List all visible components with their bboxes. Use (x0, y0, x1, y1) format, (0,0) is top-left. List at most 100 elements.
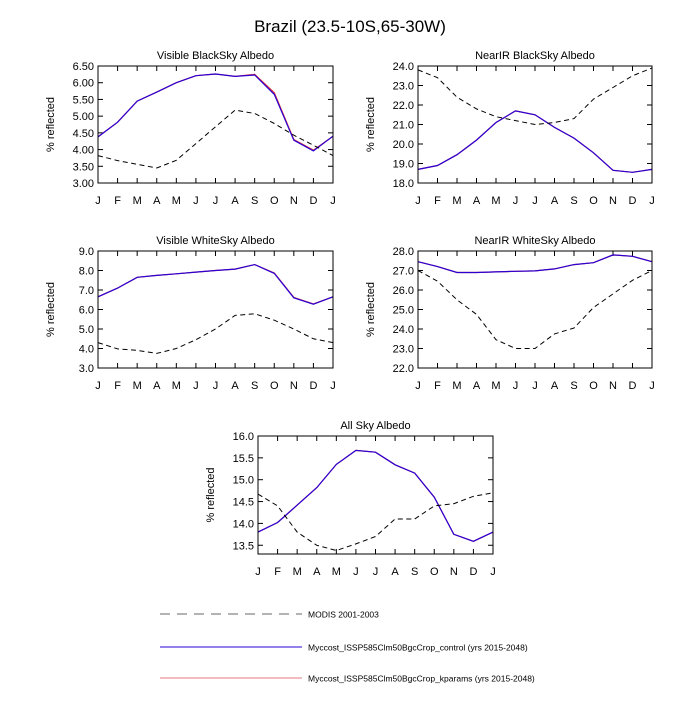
modis-line (417, 270, 653, 349)
x-tick-label: O (270, 380, 279, 392)
x-tick-label: A (231, 380, 239, 392)
y-tick-label: 16.0 (233, 431, 254, 443)
y-axis-label: % reflected (205, 467, 217, 522)
chart-panel-5: All Sky Albedo % reflected 13.5 14.0 14.5 15.… (205, 420, 496, 578)
plot-frame (417, 65, 653, 184)
x-tick-label: J (213, 195, 219, 207)
figure-title: Brazil (23.5-10S,65-30W) (254, 17, 446, 36)
legend: MODIS 2001-2003 Myccost_ISSP585Clm50BgcC… (160, 610, 535, 684)
x-tick-label: J (415, 380, 421, 392)
y-tick-label: 3.00 (73, 178, 94, 190)
y-tick-label: 20.0 (393, 139, 414, 151)
legend-label-modis: MODIS 2001-2003 (308, 610, 379, 620)
y-tick-label: 14.5 (233, 497, 254, 509)
y-axis-label: % reflected (365, 282, 377, 337)
kparams-line (257, 449, 494, 542)
plot-frame (417, 250, 653, 369)
chart-panel-4: NearIR WhiteSky Albedo % reflected 22.0 23.… (365, 235, 655, 392)
x-tick-label: J (193, 195, 199, 207)
x-tick-label: M (172, 195, 181, 207)
modis-line (97, 313, 334, 354)
x-tick-label: S (570, 380, 577, 392)
x-tick-label: J (330, 380, 336, 392)
x-tick-label: F (274, 566, 281, 578)
y-tick-label: 6.00 (73, 78, 94, 90)
x-tick-label: J (415, 195, 421, 207)
x-tick-label: F (114, 380, 121, 392)
control-line (97, 73, 334, 152)
y-tick-label: 22.0 (393, 100, 414, 112)
x-tick-label: M (491, 380, 500, 392)
x-tick-label: M (133, 195, 142, 207)
x-tick-label: J (532, 380, 538, 392)
x-tick-label: A (391, 566, 399, 578)
x-tick-label: A (231, 195, 239, 207)
x-tick-label: A (313, 566, 321, 578)
x-tick-label: D (309, 380, 317, 392)
x-tick-label: J (373, 566, 379, 578)
y-tick-label: 6.50 (73, 61, 94, 73)
y-tick-label: 26.0 (393, 285, 414, 297)
y-tick-label: 27.0 (393, 266, 414, 278)
x-tick-label: J (95, 195, 101, 207)
x-tick-label: M (293, 566, 302, 578)
x-tick-label: O (589, 195, 598, 207)
y-tick-label: 5.0 (79, 324, 94, 336)
x-tick-label: J (353, 566, 359, 578)
x-tick-label: F (114, 195, 121, 207)
x-tick-label: D (629, 195, 637, 207)
x-tick-label: M (172, 380, 181, 392)
y-tick-label: 15.0 (233, 475, 254, 487)
control-line (97, 263, 334, 305)
y-tick-label: 9.0 (79, 246, 94, 258)
x-tick-label: F (434, 195, 441, 207)
y-tick-label: 21.0 (393, 120, 414, 132)
y-tick-label: 7.0 (79, 285, 94, 297)
x-tick-label: A (473, 195, 481, 207)
chart-panel-1: Visible BlackSky Albedo % reflected 3.00 3.… (45, 50, 336, 207)
x-tick-label: A (153, 195, 161, 207)
y-tick-label: 14.0 (233, 518, 254, 530)
x-tick-label: A (473, 380, 481, 392)
kparams-line (97, 73, 334, 151)
kparams-line (417, 110, 653, 173)
y-tick-label: 3.0 (79, 363, 94, 375)
x-tick-label: M (133, 380, 142, 392)
modis-line (257, 492, 494, 552)
y-tick-label: 25.0 (393, 305, 414, 317)
x-tick-label: S (411, 566, 418, 578)
y-tick-label: 23.0 (393, 81, 414, 93)
plot-frame (97, 250, 334, 369)
x-tick-label: J (513, 380, 519, 392)
x-tick-label: N (290, 380, 298, 392)
y-tick-label: 23.0 (393, 344, 414, 356)
y-tick-label: 5.50 (73, 94, 94, 106)
x-tick-label: J (213, 380, 219, 392)
x-tick-label: O (430, 566, 439, 578)
y-tick-label: 19.0 (393, 159, 414, 171)
kparams-line (417, 254, 653, 274)
x-tick-label: J (193, 380, 199, 392)
modis-line (97, 109, 334, 169)
x-tick-label: J (649, 380, 655, 392)
panel-title: Visible WhiteSky Albedo (156, 235, 274, 247)
y-tick-label: 4.00 (73, 145, 94, 157)
panel-title: All Sky Albedo (340, 420, 410, 432)
x-tick-label: S (251, 195, 258, 207)
x-tick-label: J (255, 566, 261, 578)
y-tick-label: 15.5 (233, 453, 254, 465)
y-tick-label: 8.0 (79, 266, 94, 278)
y-tick-label: 28.0 (393, 246, 414, 258)
modis-line (417, 67, 653, 126)
y-tick-label: 3.50 (73, 161, 94, 173)
x-tick-label: O (589, 380, 598, 392)
panel-title: Visible BlackSky Albedo (157, 50, 274, 62)
chart-panel-3: Visible WhiteSky Albedo % reflected 3.0 4.0… (45, 235, 336, 392)
x-tick-label: A (551, 380, 559, 392)
chart-panel-2: NearIR BlackSky Albedo % reflected 18.0 19.… (365, 50, 655, 207)
x-tick-label: J (649, 195, 655, 207)
y-tick-label: 6.0 (79, 305, 94, 317)
x-tick-label: N (609, 195, 617, 207)
y-tick-label: 4.0 (79, 344, 94, 356)
